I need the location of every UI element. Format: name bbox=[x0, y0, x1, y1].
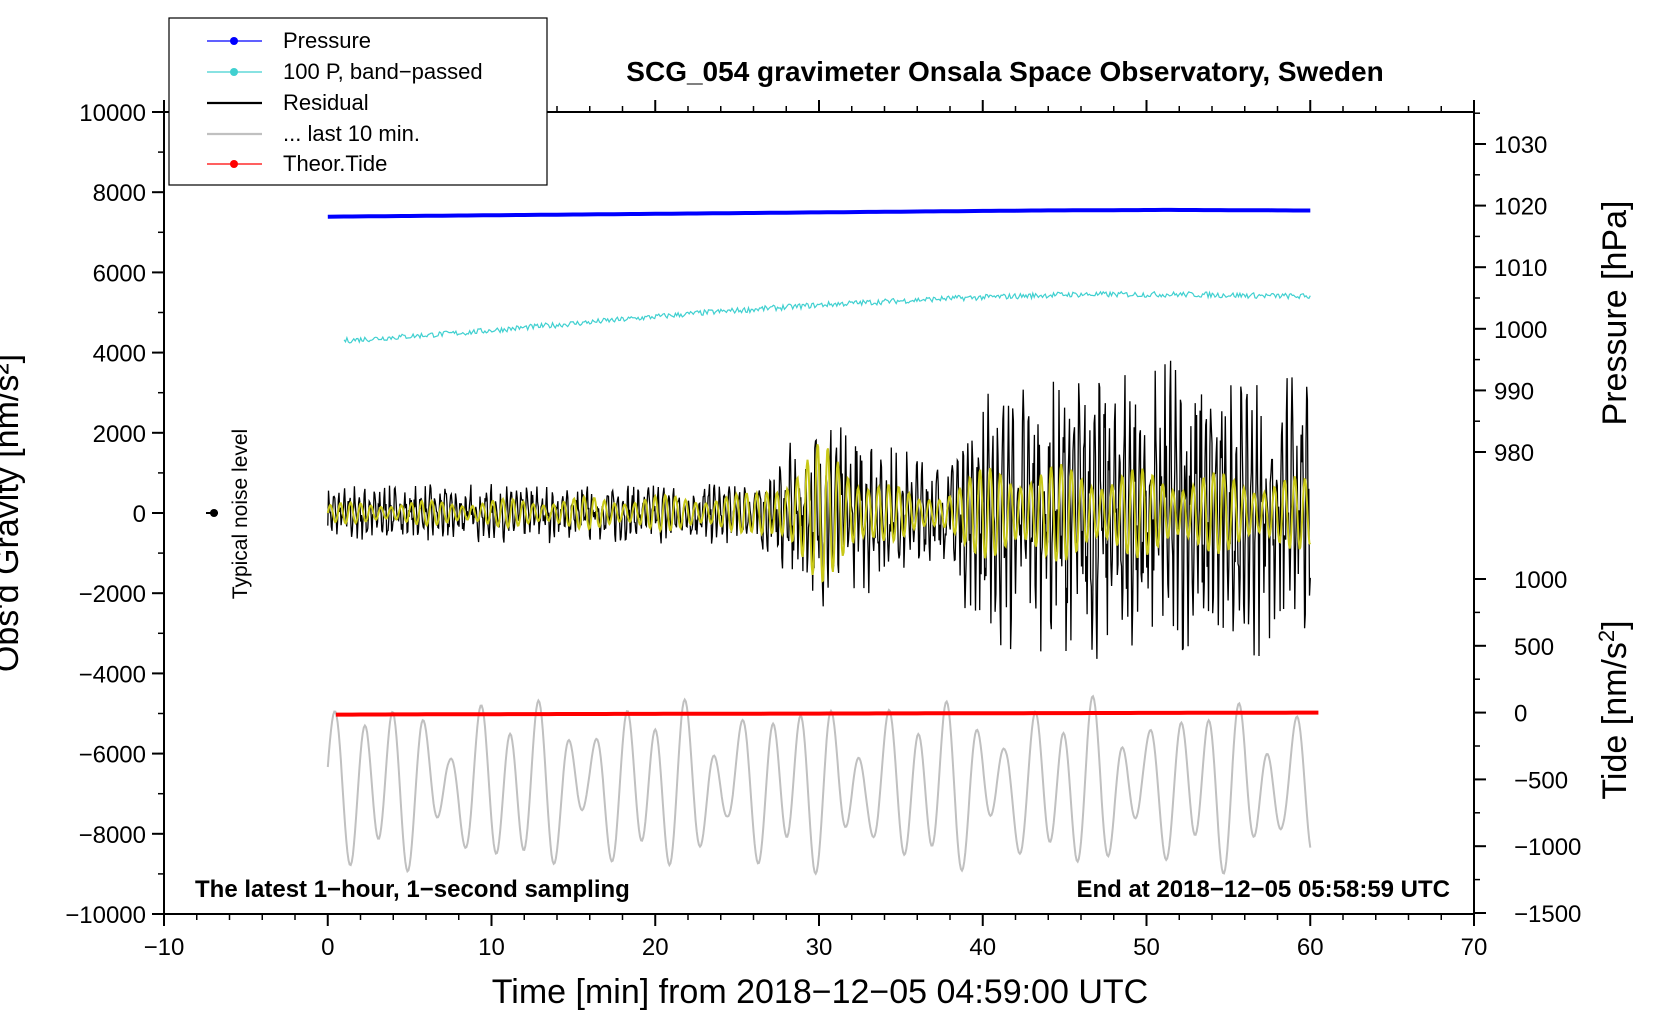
x-axis-title: Time [min] from 2018−12−05 04:59:00 UTC bbox=[492, 973, 1148, 1011]
y-tick-label-left: −4000 bbox=[79, 661, 146, 688]
y-axis-pressure-title: Pressure [hPa] bbox=[1596, 201, 1634, 426]
x-tick-label: 40 bbox=[969, 934, 996, 961]
legend-item-tide: Theor.Tide bbox=[207, 151, 387, 176]
x-tick-label: 0 bbox=[321, 934, 334, 961]
y-tick-label-tide: −500 bbox=[1514, 767, 1568, 794]
y-tick-label-left: 0 bbox=[133, 501, 146, 528]
legend-box bbox=[168, 17, 548, 186]
series-last-10-min bbox=[326, 694, 1312, 876]
y-tick-label-pressure: 980 bbox=[1494, 440, 1534, 467]
series-residual-filtered bbox=[326, 444, 1312, 583]
x-tick-label: −10 bbox=[144, 934, 185, 961]
x-tick-label: 30 bbox=[806, 934, 833, 961]
legend-marker-tide bbox=[230, 160, 238, 168]
y-tick-label-pressure: 990 bbox=[1494, 378, 1534, 405]
y-tick-label-tide: 0 bbox=[1514, 701, 1527, 728]
legend-label-pressure: Pressure bbox=[283, 28, 371, 53]
legend-item-last10: ... last 10 min. bbox=[207, 121, 420, 146]
y-tick-label-pressure: 1010 bbox=[1494, 255, 1547, 282]
x-tick-label: 60 bbox=[1297, 934, 1324, 961]
left-note: The latest 1−hour, 1−second sampling bbox=[195, 876, 630, 903]
y-axis-left-title: Obs'd Gravity [nm/s²] bbox=[0, 354, 26, 672]
y-axis-tide-title: Tide [nm/s2] bbox=[1594, 620, 1634, 799]
legend-marker-pressure bbox=[230, 37, 238, 45]
x-tick-label: 10 bbox=[478, 934, 505, 961]
y-tick-label-left: 10000 bbox=[79, 100, 146, 127]
legend-label-last10: ... last 10 min. bbox=[283, 121, 420, 146]
x-tick-label: 20 bbox=[642, 934, 669, 961]
x-tick-label: 50 bbox=[1133, 934, 1160, 961]
y-tick-label-left: −6000 bbox=[79, 742, 146, 769]
legend-item-bandpassed: 100 P, band−passed bbox=[207, 59, 483, 84]
y-tick-label-pressure: 1000 bbox=[1494, 317, 1547, 344]
ticks-layer: −10 0 10 20 30 40 50 60 701000080006000400020000… bbox=[65, 100, 1581, 961]
series-layer bbox=[326, 207, 1319, 876]
y-tick-label-pressure: 1020 bbox=[1494, 194, 1547, 221]
y-tick-label-left: −8000 bbox=[79, 822, 146, 849]
tide-title-main: Tide [nm/s bbox=[1596, 642, 1634, 799]
legend-label-residual: Residual bbox=[283, 90, 369, 115]
right-note: End at 2018−12−05 05:58:59 UTC bbox=[1076, 876, 1450, 903]
y-tick-label-pressure: 1030 bbox=[1494, 132, 1547, 159]
y-tick-label-left: −2000 bbox=[79, 581, 146, 608]
y-tick-label-left: 8000 bbox=[93, 180, 146, 207]
y-tick-label-tide: −1500 bbox=[1514, 901, 1581, 928]
series-theor-tide bbox=[335, 710, 1319, 717]
legend-item-pressure: Pressure bbox=[207, 28, 371, 53]
legend-item-residual: Residual bbox=[207, 90, 369, 115]
y-tick-label-left: −10000 bbox=[65, 902, 146, 929]
noise-level-label: Typical noise level bbox=[229, 429, 252, 599]
legend: Pressure 100 P, band−passed Residual ...… bbox=[168, 17, 548, 186]
y-tick-label-tide: −1000 bbox=[1514, 834, 1581, 861]
x-tick-label: 70 bbox=[1461, 934, 1488, 961]
y-tick-label-tide: 500 bbox=[1514, 634, 1554, 661]
tide-title-exp: 2 bbox=[1594, 630, 1619, 642]
series-band-passed bbox=[343, 290, 1311, 344]
y-tick-label-left: 6000 bbox=[93, 260, 146, 287]
chart-title: SCG_054 gravimeter Onsala Space Observat… bbox=[626, 56, 1383, 87]
y-tick-label-left: 2000 bbox=[93, 421, 146, 448]
series-pressure bbox=[327, 207, 1311, 219]
tide-title-end: ] bbox=[1596, 620, 1634, 629]
y-tick-label-left: 4000 bbox=[93, 341, 146, 368]
y-tick-label-tide: 1000 bbox=[1514, 567, 1567, 594]
noise-level-point bbox=[210, 509, 218, 517]
legend-label-bandpassed: 100 P, band−passed bbox=[283, 59, 483, 84]
legend-label-tide: Theor.Tide bbox=[283, 151, 387, 176]
legend-marker-bandpassed bbox=[230, 68, 238, 76]
